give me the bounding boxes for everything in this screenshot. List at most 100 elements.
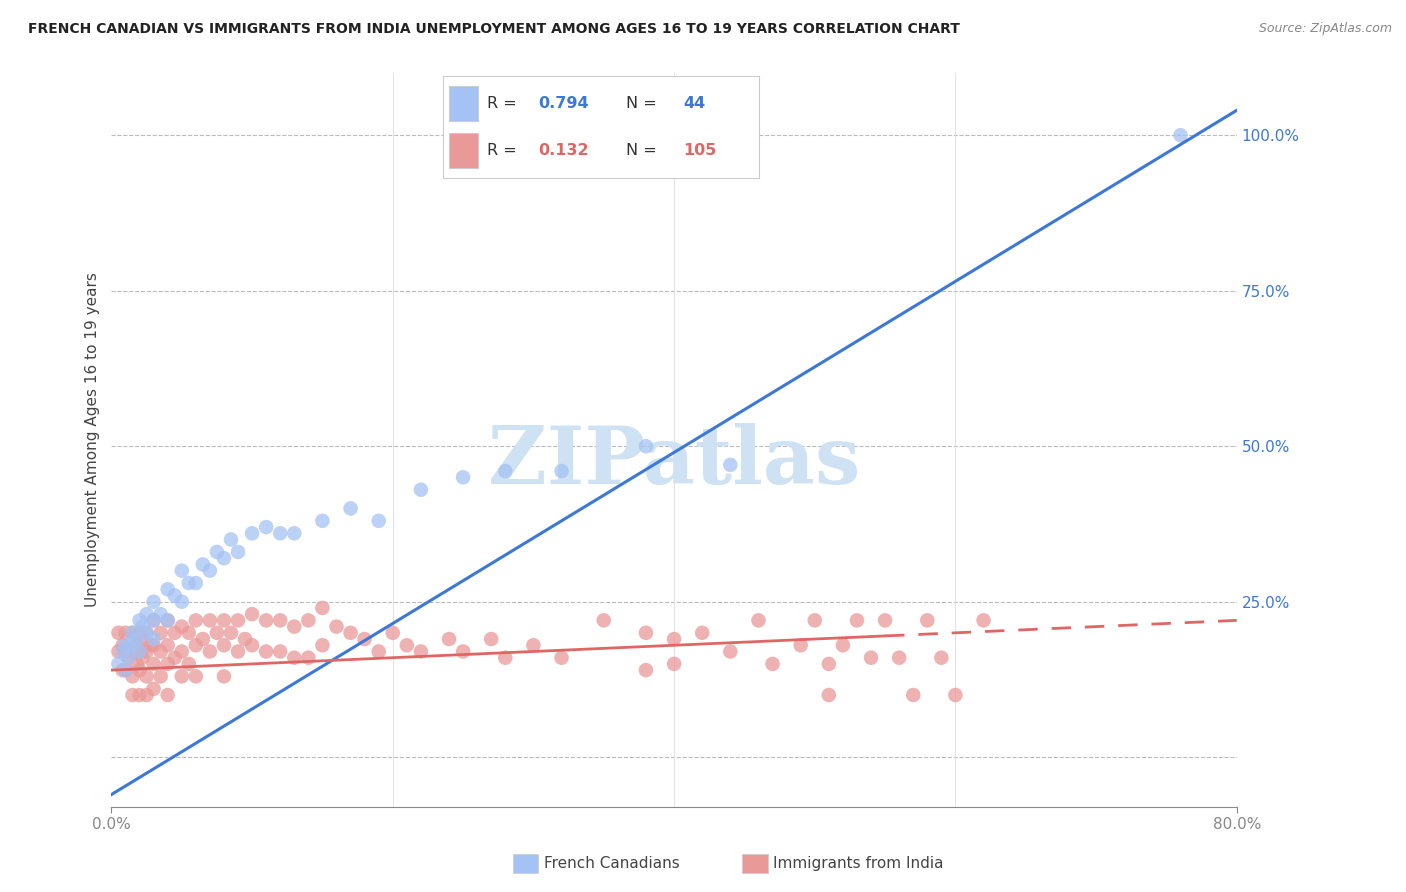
Point bbox=[451, 470, 474, 484]
Point bbox=[831, 638, 853, 652]
Point bbox=[550, 464, 572, 478]
Point bbox=[339, 625, 361, 640]
Point bbox=[128, 688, 150, 702]
Point bbox=[718, 458, 741, 472]
Point bbox=[269, 613, 291, 627]
Point bbox=[311, 514, 333, 528]
Point bbox=[107, 625, 129, 640]
Point bbox=[135, 688, 157, 702]
Point bbox=[128, 625, 150, 640]
Point bbox=[592, 613, 614, 627]
Point bbox=[381, 625, 404, 640]
Point bbox=[117, 650, 139, 665]
Point bbox=[163, 589, 186, 603]
Point bbox=[718, 644, 741, 658]
Point bbox=[212, 613, 235, 627]
Point bbox=[191, 632, 214, 646]
Text: 0.132: 0.132 bbox=[537, 144, 589, 158]
Point bbox=[522, 638, 544, 652]
Point bbox=[142, 681, 165, 696]
Point bbox=[761, 657, 783, 671]
Point bbox=[128, 644, 150, 658]
Point bbox=[177, 657, 200, 671]
Point bbox=[353, 632, 375, 646]
Point bbox=[149, 625, 172, 640]
Point bbox=[233, 632, 256, 646]
Point bbox=[1170, 128, 1192, 143]
Point bbox=[135, 607, 157, 622]
Point bbox=[128, 613, 150, 627]
Point bbox=[859, 650, 882, 665]
Point bbox=[128, 644, 150, 658]
Point bbox=[803, 613, 825, 627]
Point bbox=[269, 644, 291, 658]
Text: 44: 44 bbox=[683, 96, 706, 111]
Point bbox=[184, 638, 207, 652]
Point bbox=[184, 613, 207, 627]
Point bbox=[121, 644, 143, 658]
Point bbox=[451, 644, 474, 658]
Point bbox=[283, 650, 305, 665]
Point bbox=[149, 669, 172, 683]
Point bbox=[121, 638, 143, 652]
Point bbox=[817, 688, 839, 702]
Point bbox=[945, 688, 967, 702]
Point bbox=[283, 619, 305, 633]
Point bbox=[297, 613, 319, 627]
Text: R =: R = bbox=[486, 144, 517, 158]
Point bbox=[198, 644, 221, 658]
Point bbox=[339, 501, 361, 516]
Point bbox=[662, 632, 685, 646]
Point bbox=[114, 638, 136, 652]
Point bbox=[170, 644, 193, 658]
Point bbox=[889, 650, 911, 665]
Point bbox=[311, 601, 333, 615]
Point bbox=[269, 526, 291, 541]
Point bbox=[634, 625, 657, 640]
Text: N =: N = bbox=[627, 96, 657, 111]
Point bbox=[191, 558, 214, 572]
Point bbox=[156, 613, 179, 627]
Y-axis label: Unemployment Among Ages 16 to 19 years: Unemployment Among Ages 16 to 19 years bbox=[86, 273, 100, 607]
Point bbox=[931, 650, 953, 665]
Point bbox=[240, 526, 263, 541]
Point bbox=[226, 613, 249, 627]
Point bbox=[494, 650, 516, 665]
Point bbox=[131, 619, 153, 633]
Point bbox=[917, 613, 939, 627]
Point bbox=[117, 650, 139, 665]
Point bbox=[283, 526, 305, 541]
Point bbox=[479, 632, 502, 646]
Point bbox=[131, 650, 153, 665]
Point bbox=[114, 644, 136, 658]
Point bbox=[845, 613, 868, 627]
Point bbox=[367, 644, 389, 658]
Point bbox=[254, 613, 277, 627]
Point bbox=[219, 625, 242, 640]
Point bbox=[634, 439, 657, 453]
Point bbox=[205, 625, 228, 640]
Point bbox=[170, 619, 193, 633]
Point bbox=[226, 644, 249, 658]
Point bbox=[107, 657, 129, 671]
Point bbox=[125, 632, 148, 646]
Text: Source: ZipAtlas.com: Source: ZipAtlas.com bbox=[1258, 22, 1392, 36]
Point bbox=[170, 669, 193, 683]
Point bbox=[156, 688, 179, 702]
Text: R =: R = bbox=[486, 96, 517, 111]
Point bbox=[311, 638, 333, 652]
Point bbox=[634, 663, 657, 677]
Point bbox=[121, 625, 143, 640]
Point bbox=[177, 576, 200, 591]
Point bbox=[226, 545, 249, 559]
Point bbox=[254, 520, 277, 534]
Point bbox=[142, 657, 165, 671]
Point bbox=[114, 663, 136, 677]
Point bbox=[142, 613, 165, 627]
Point bbox=[219, 533, 242, 547]
Point bbox=[135, 625, 157, 640]
Point bbox=[139, 638, 162, 652]
Point bbox=[903, 688, 925, 702]
Point bbox=[198, 564, 221, 578]
Point bbox=[212, 551, 235, 566]
